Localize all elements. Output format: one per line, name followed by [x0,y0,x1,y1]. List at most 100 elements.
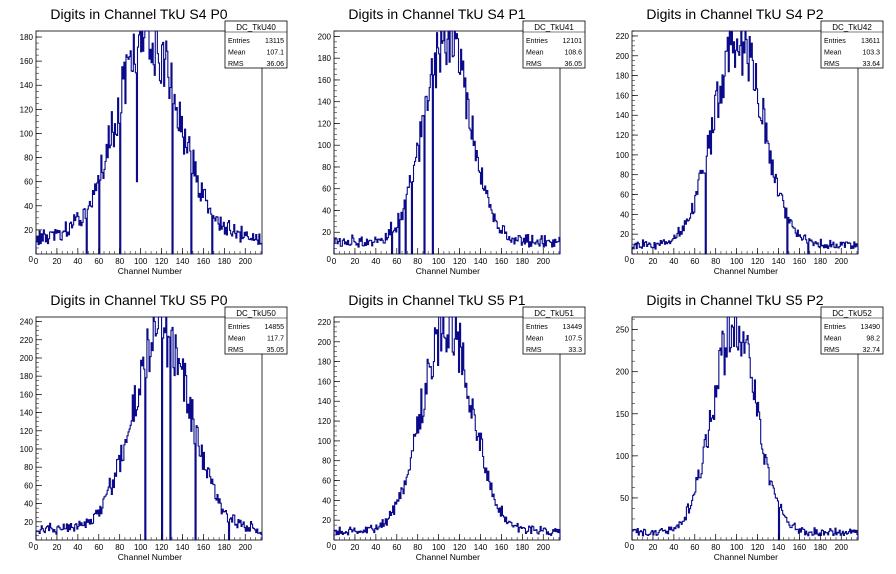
stats-mean-label: Mean [526,50,544,57]
x-axis-label: Channel Number [416,266,480,276]
x-tick-label: 40 [371,257,380,266]
x-tick-label: 40 [73,543,82,552]
stats-mean-value: 117.7 [267,336,284,343]
stats-name: DC_TkU40 [236,23,276,32]
chart-panel-1: Digits in Channel TkU S4 P1 0 20 40 60 80 100 1… [318,6,586,276]
x-tick-label: 20 [52,257,61,266]
chart-title: Digits in Channel TkU S5 P1 [348,292,525,308]
x-tick-label: 200 [239,257,253,266]
y-tick-label: 160 [616,91,630,100]
y-tick-label: 50 [620,494,629,503]
stats-name: DC_TkU51 [534,309,574,318]
y-tick-label: 60 [322,185,331,194]
stats-mean-value: 98.2 [866,336,880,343]
stats-name: DC_TkU52 [832,309,872,318]
y-tick-label: 100 [318,141,332,150]
x-tick-label: 80 [413,543,422,552]
chart-title: Digits in Channel TkU S4 P0 [50,6,227,22]
x-tick-label: 200 [537,257,551,266]
stats-box: DC_TkU50 Entries 14855 Mean 117.7 RMS 35.05 [224,306,288,355]
stats-box: DC_TkU52 Entries 13490 Mean 98.2 RMS 32.74 [820,306,884,355]
y-tick-label: 20 [24,226,33,235]
x-tick-label: 180 [516,257,530,266]
y-tick-label: 180 [616,72,630,81]
x-tick-label: 80 [413,257,422,266]
x-tick-label: 20 [648,543,657,552]
x-tick-label: 180 [218,543,232,552]
stats-rms-value: 36.06 [266,61,284,68]
x-tick-label: 120 [453,257,467,266]
y-tick-label: 20 [24,518,33,527]
histogram-series [35,316,263,541]
stats-mean-label: Mean [824,336,842,343]
y-tick-label: 60 [24,178,33,187]
y-tick-label: 20 [322,228,331,237]
x-tick-label: 80 [115,543,124,552]
y-tick-label: 220 [20,336,34,345]
x-tick-label: 0 [630,257,635,266]
x-tick-label: 40 [371,543,380,552]
y-tick-label: 20 [322,516,331,525]
x-tick-label: 120 [155,257,169,266]
y-tick-label: 200 [318,338,332,347]
x-tick-label: 100 [134,543,148,552]
x-tick-label: 60 [690,257,699,266]
x-tick-label: 20 [350,257,359,266]
stats-box-frame [224,306,288,355]
x-tick-label: 0 [34,543,39,552]
stats-mean-value: 107.5 [564,336,582,343]
x-tick-label: 120 [751,257,765,266]
y-tick-label: 180 [318,358,332,367]
y-tick-label: 160 [20,57,34,66]
y-tick-label: 100 [20,129,34,138]
y-tick-label: 120 [318,119,332,128]
x-axis-label: Channel Number [714,552,778,562]
stats-mean-label: Mean [228,336,246,343]
x-tick-label: 140 [772,543,786,552]
x-tick-label: 160 [197,543,211,552]
y-tick-label: 160 [318,76,332,85]
stats-entries-label: Entries [824,38,846,45]
stats-entries-label: Entries [526,38,548,45]
chart-title: Digits in Channel TkU S4 P1 [348,6,525,22]
y-tick-label: 40 [24,202,33,211]
y-tick-label: 120 [616,131,630,140]
x-axis-label: Channel Number [714,266,778,276]
stats-entries-value: 13611 [861,38,880,45]
stats-entries-value: 13490 [861,324,881,331]
y-tick-label: 80 [24,154,33,163]
x-tick-label: 200 [239,543,253,552]
y-tick-label: 140 [20,409,34,418]
y-tick-label: 60 [24,481,33,490]
stats-mean-value: 107.1 [266,50,284,57]
y-tick-label: 80 [620,171,629,180]
stats-mean-label: Mean [228,50,246,57]
stats-entries-value: 12101 [563,38,583,45]
x-tick-label: 60 [392,257,401,266]
y-tick-label: 180 [20,33,34,42]
chart-title: Digits in Channel TkU S5 P0 [50,292,227,308]
x-tick-label: 160 [793,543,807,552]
y-tick-label: 200 [318,32,332,41]
chart-panel-3: Digits in Channel TkU S5 P0 0 20 40 60 80 100 1… [20,292,288,562]
y-tick-label: 40 [620,210,629,219]
x-tick-label: 160 [197,257,211,266]
y-tick-label: 60 [322,477,331,486]
stats-box-frame [522,306,586,355]
stats-name: DC_TkU42 [832,23,872,32]
y-tick-label: 120 [318,417,332,426]
stats-entries-value: 13115 [265,38,284,45]
y-tick-label: 100 [20,445,34,454]
y-tick-label: 220 [318,318,332,327]
plot-frame [35,316,263,541]
x-tick-label: 60 [690,543,699,552]
stats-box-frame [522,20,586,69]
stats-mean-value: 108.6 [564,50,582,57]
stats-box: DC_TkU51 Entries 13449 Mean 107.5 RMS 33.3 [522,306,586,355]
stats-rms-value: 32.74 [862,347,880,354]
x-tick-label: 20 [52,543,61,552]
stats-box: DC_TkU40 Entries 13115 Mean 107.1 RMS 36.06 [224,20,288,69]
x-axis-label: Channel Number [416,552,480,562]
x-tick-label: 80 [711,543,720,552]
histogram-series [333,316,561,540]
